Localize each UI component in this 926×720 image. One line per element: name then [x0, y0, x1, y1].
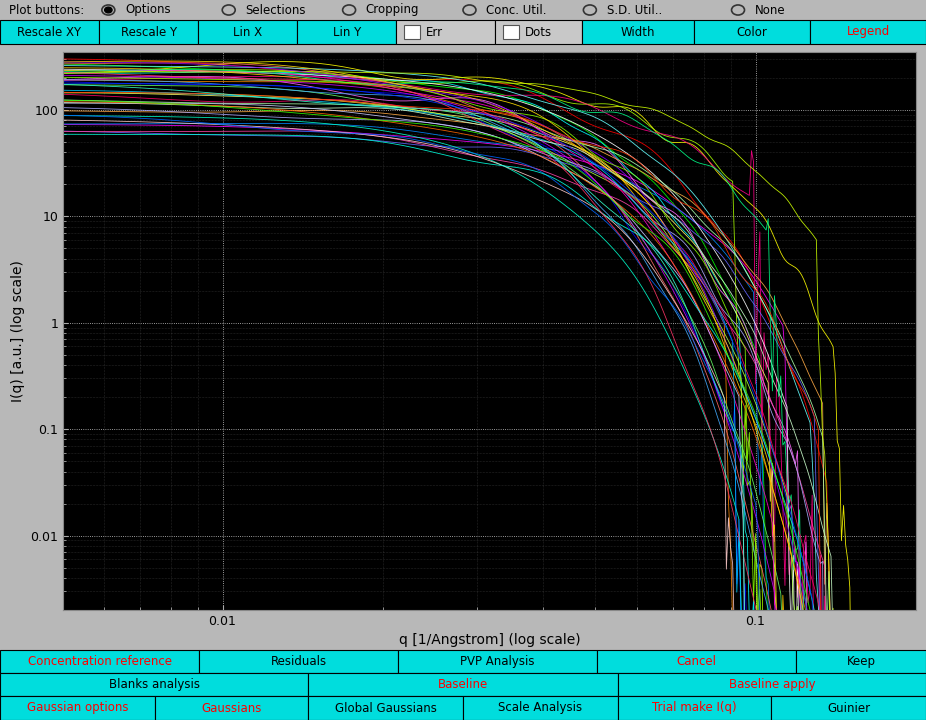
Text: Rescale Y: Rescale Y [120, 25, 177, 38]
Text: Conc. Util.: Conc. Util. [486, 4, 546, 17]
Text: Blanks analysis: Blanks analysis [108, 678, 200, 691]
Y-axis label: I(q) [a.u.] (log scale): I(q) [a.u.] (log scale) [11, 260, 25, 402]
X-axis label: q [1/Angstrom] (log scale): q [1/Angstrom] (log scale) [399, 634, 581, 647]
Text: Residuals: Residuals [270, 655, 327, 668]
Text: S.D. Util..: S.D. Util.. [607, 4, 662, 17]
Text: Lin Y: Lin Y [332, 25, 361, 38]
Text: Trial make I(q): Trial make I(q) [652, 701, 737, 714]
Text: Lin X: Lin X [233, 25, 262, 38]
Text: Cropping: Cropping [366, 4, 419, 17]
Text: Rescale XY: Rescale XY [18, 25, 81, 38]
Text: PVP Analysis: PVP Analysis [460, 655, 535, 668]
Text: Err: Err [426, 25, 443, 38]
Text: Legend: Legend [846, 25, 890, 38]
Text: Options: Options [125, 4, 170, 17]
Text: None: None [755, 4, 785, 17]
Text: Guinier: Guinier [827, 701, 870, 714]
Text: Keep: Keep [846, 655, 876, 668]
Text: Concentration reference: Concentration reference [28, 655, 171, 668]
Text: Plot buttons:: Plot buttons: [9, 4, 84, 17]
Text: Color: Color [736, 25, 768, 38]
Text: Selections: Selections [245, 4, 306, 17]
Text: Scale Analysis: Scale Analysis [498, 701, 582, 714]
Text: Baseline apply: Baseline apply [729, 678, 815, 691]
Text: Cancel: Cancel [677, 655, 717, 668]
Text: Global Gaussians: Global Gaussians [334, 701, 437, 714]
Text: Dots: Dots [525, 25, 552, 38]
Text: Gaussians: Gaussians [201, 701, 262, 714]
Text: Baseline: Baseline [438, 678, 488, 691]
Text: Width: Width [620, 25, 655, 38]
Text: Gaussian options: Gaussian options [27, 701, 128, 714]
